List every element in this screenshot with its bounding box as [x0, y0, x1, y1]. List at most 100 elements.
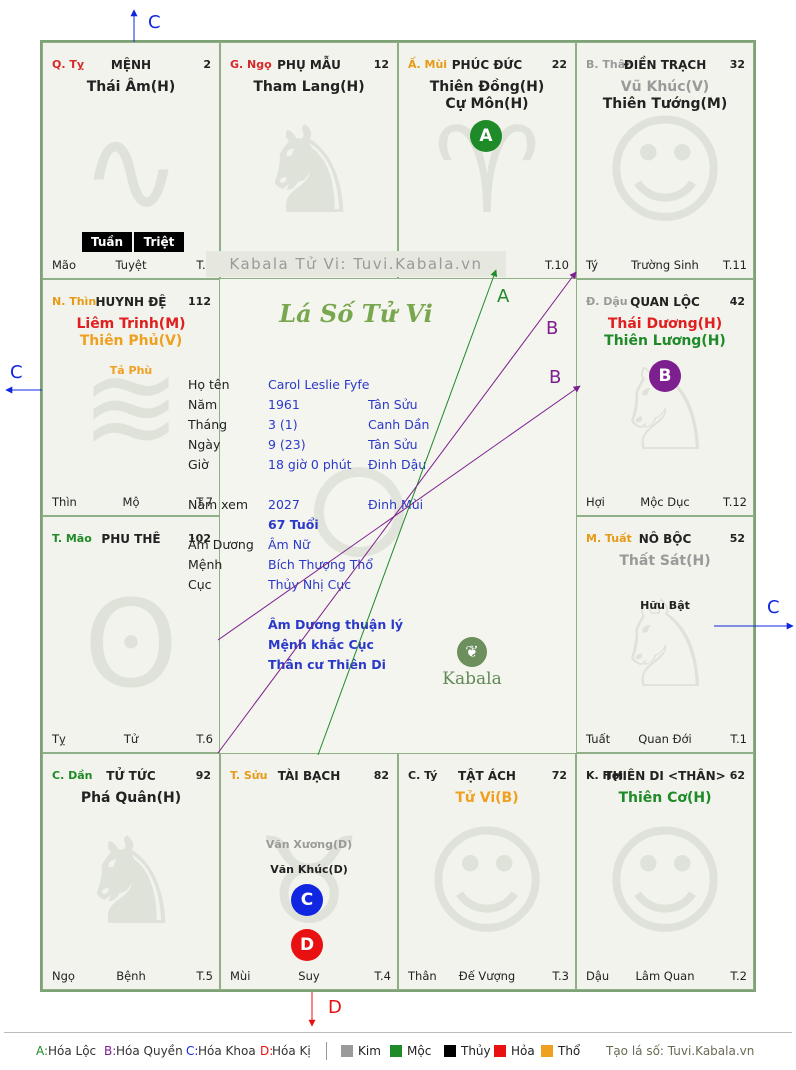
palace-branch: T. Sửu — [230, 769, 268, 782]
kabala-logo: ❦ Kabala — [442, 637, 502, 689]
palace-branch: G. Ngọ — [230, 58, 272, 71]
snake-icon: ∿ — [80, 102, 182, 242]
label-hour: Giờ — [188, 457, 209, 472]
legend-key: D: — [260, 1044, 274, 1058]
element-swatch — [541, 1045, 553, 1057]
palace-foot-left: Tỵ — [52, 732, 66, 746]
arrow-label-b2: B — [549, 367, 562, 388]
palace-foot-right: T.11 — [723, 258, 747, 272]
major-star: Vũ Khúc(V) — [620, 79, 710, 95]
legend-divider — [4, 1032, 792, 1033]
major-star: Thiên Cơ(H) — [618, 790, 712, 806]
palace-foot-center: Tuyệt — [115, 258, 147, 272]
tuan-badge: Tuần — [82, 232, 132, 252]
palace-branch: Đ. Dậu — [586, 295, 628, 308]
palace-foot-center: Trường Sinh — [631, 258, 699, 272]
palace-age: 102 — [188, 532, 211, 545]
element-swatch — [390, 1045, 402, 1057]
pig-icon: ☺ — [602, 813, 728, 953]
arrow-label-a: A — [497, 286, 510, 307]
palace-hoi_pig: ☺ K. Hợi THIÊN DI <THÂN> 62 Thiên Cơ(H) Dậu Lâ… — [576, 753, 754, 990]
label-day: Ngày — [188, 437, 221, 452]
palace-branch: C. Dần — [52, 769, 93, 782]
palace-mao_cat: ʘ T. Mão PHU THÊ 102 Tỵ Tử T.6 — [42, 516, 220, 753]
value-hour: 18 giờ 0 phút — [268, 457, 352, 472]
palace-foot-right: T.6 — [196, 732, 213, 746]
palace-age: 12 — [373, 58, 389, 71]
palace-foot-right: T.4 — [374, 969, 391, 983]
palace-foot-center: Tử — [123, 732, 139, 746]
major-star: Thái Dương(H) — [607, 316, 723, 332]
element-swatch — [444, 1045, 456, 1057]
palace-name: QUAN LỘC — [630, 295, 700, 309]
palace-age: 42 — [729, 295, 745, 308]
legend-key: A: — [36, 1044, 49, 1058]
label-view-year: Năm xem — [188, 497, 249, 512]
palace-foot-left: Tý — [586, 258, 599, 272]
label-amduong: Âm Dương — [188, 537, 254, 552]
chart-title: Lá Số Tử Vi — [279, 299, 433, 328]
minor-star: Văn Xương(D) — [265, 838, 353, 851]
palace-name: THIÊN DI <THÂN> — [604, 769, 726, 783]
arrow-label-c-top: C — [148, 12, 161, 33]
value-hour-cc: Đinh Dậu — [368, 457, 427, 472]
value-day-cc: Tân Sửu — [368, 437, 418, 452]
major-star: Thiên Đồng(H) — [429, 79, 545, 95]
palace-branch: M. Tuất — [586, 532, 632, 545]
label-name: Họ tên — [188, 377, 230, 392]
value-year: 1961 — [268, 397, 300, 412]
arrow-a — [317, 269, 498, 756]
note-1: Âm Dương thuận lý — [268, 617, 404, 632]
value-month-cc: Canh Dần — [368, 417, 430, 432]
credit-link[interactable]: Tạo lá số: Tuvi.Kabala.vn — [606, 1044, 755, 1058]
rabbit-icon: ʘ — [83, 576, 179, 716]
logo-text: Kabala — [442, 669, 502, 689]
palace-branch: N. Thìn — [52, 295, 97, 308]
palace-age: 72 — [551, 769, 567, 782]
element-swatch — [494, 1045, 506, 1057]
major-stars: Thất Sát(H) — [577, 553, 753, 570]
palace-ty_rat: ☺ C. Tý TẬT ÁCH 72 Tử Vi(B) Thân Đế Vượng T.3 — [398, 753, 576, 990]
major-star: Phá Quân(H) — [80, 790, 182, 806]
palace-age: 112 — [188, 295, 211, 308]
major-stars: Thái Âm(H) — [43, 79, 219, 96]
palace-foot-right: T.10 — [545, 258, 569, 272]
palace-branch: B. Thân — [586, 58, 633, 71]
palace-thin_dragon: ≋ N. Thìn HUYNH ĐỆ 112 Liêm Trinh(M) Thiên Ph… — [42, 279, 220, 516]
palace-foot-right: T.12 — [723, 495, 747, 509]
major-stars: Thiên Cơ(H) — [577, 790, 753, 807]
palace-name: MỆNH — [110, 58, 152, 72]
major-stars: Phá Quân(H) — [43, 790, 219, 807]
palace-foot-right: T.3 — [552, 969, 569, 983]
palace-foot-right: T.5 — [196, 969, 213, 983]
legend-hoa-label: Hóa Quyền — [116, 1044, 183, 1058]
palace-foot-center: Bệnh — [116, 969, 146, 983]
palace-foot-center: Quan Đới — [638, 732, 692, 746]
hoa-khoa-badge: C — [291, 884, 323, 916]
label-menh: Mệnh — [188, 557, 223, 572]
minor-star: Hữu Bật — [640, 599, 690, 612]
palace-foot-center: Mộc Dục — [640, 495, 690, 509]
palace-foot-center: Mộ — [122, 495, 140, 509]
palace-foot-left: Thân — [408, 969, 437, 983]
palace-foot-center: Lâm Quan — [635, 969, 695, 983]
palace-branch: Q. Tỵ — [52, 58, 85, 71]
major-stars: Vũ Khúc(V) Thiên Tướng(M) — [577, 79, 753, 113]
legend-hoa-label: Hóa Kị — [272, 1044, 311, 1058]
tree-icon: ❦ — [457, 637, 487, 667]
palace-name: NÔ BỘC — [638, 532, 692, 546]
triet-badge: Triệt — [134, 232, 184, 252]
legend-bar: A: Hóa Lộc B: Hóa Quyền C: Hóa Khoa D: Hóa Kị Ki… — [0, 1030, 796, 1070]
palace-branch: Ấ. Mùi — [408, 58, 448, 71]
major-star: Thái Âm(H) — [86, 79, 176, 95]
palace-branch: K. Hợi — [586, 769, 624, 782]
major-star: Tham Lang(H) — [253, 79, 365, 95]
center-info-panel: Kabala Tử Vi: Tuvi.Kabala.vn Lá Số Tử Vi… — [178, 237, 534, 713]
label-cuc: Cục — [188, 577, 212, 592]
ox-icon: ♉ — [255, 813, 363, 953]
arrow-b1 — [217, 271, 577, 754]
note-2: Mệnh khắc Cục — [268, 637, 374, 652]
element-label: Thủy — [461, 1044, 491, 1058]
palace-foot-left: Thìn — [52, 495, 77, 509]
